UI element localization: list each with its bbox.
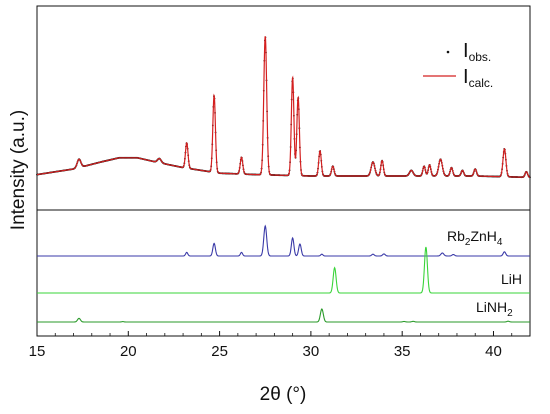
phase-label-lih: LiH [501,271,522,287]
x-tick-label: 15 [29,343,46,360]
top-panel-frame [36,5,531,211]
x-axis-tick-labels: 15 20 25 30 35 40 [29,343,502,360]
bottom-panel-frame [36,209,531,337]
legend-obs-marker [446,50,450,54]
x-tick-label: 40 [485,343,502,360]
reference-phase-series [37,224,530,323]
y-axis-title: Intensity (a.u.) [8,110,29,230]
legend: Iobs. Icalc. [423,40,493,90]
phase-label-rb2znh4: Rb2ZnH4 [447,228,503,248]
x-tick-label: 30 [303,343,320,360]
x-tick-label: 20 [120,343,137,360]
legend-calc-label: Icalc. [463,66,493,90]
x-axis-title: 2θ (°) [260,384,307,405]
phase-line-linh2 [37,308,530,323]
phase-label-linh2: LiNH2 [476,299,513,319]
x-axis-ticks [36,331,531,336]
calculated-series [36,36,531,178]
calculated-line [36,36,531,178]
legend-obs-label: Iobs. [463,40,491,64]
phase-line-rb2znh4 [37,224,530,257]
x-tick-label: 35 [394,343,411,360]
x-tick-label: 25 [211,343,228,360]
observed-series [36,36,531,179]
phase-line-lih [37,246,530,294]
